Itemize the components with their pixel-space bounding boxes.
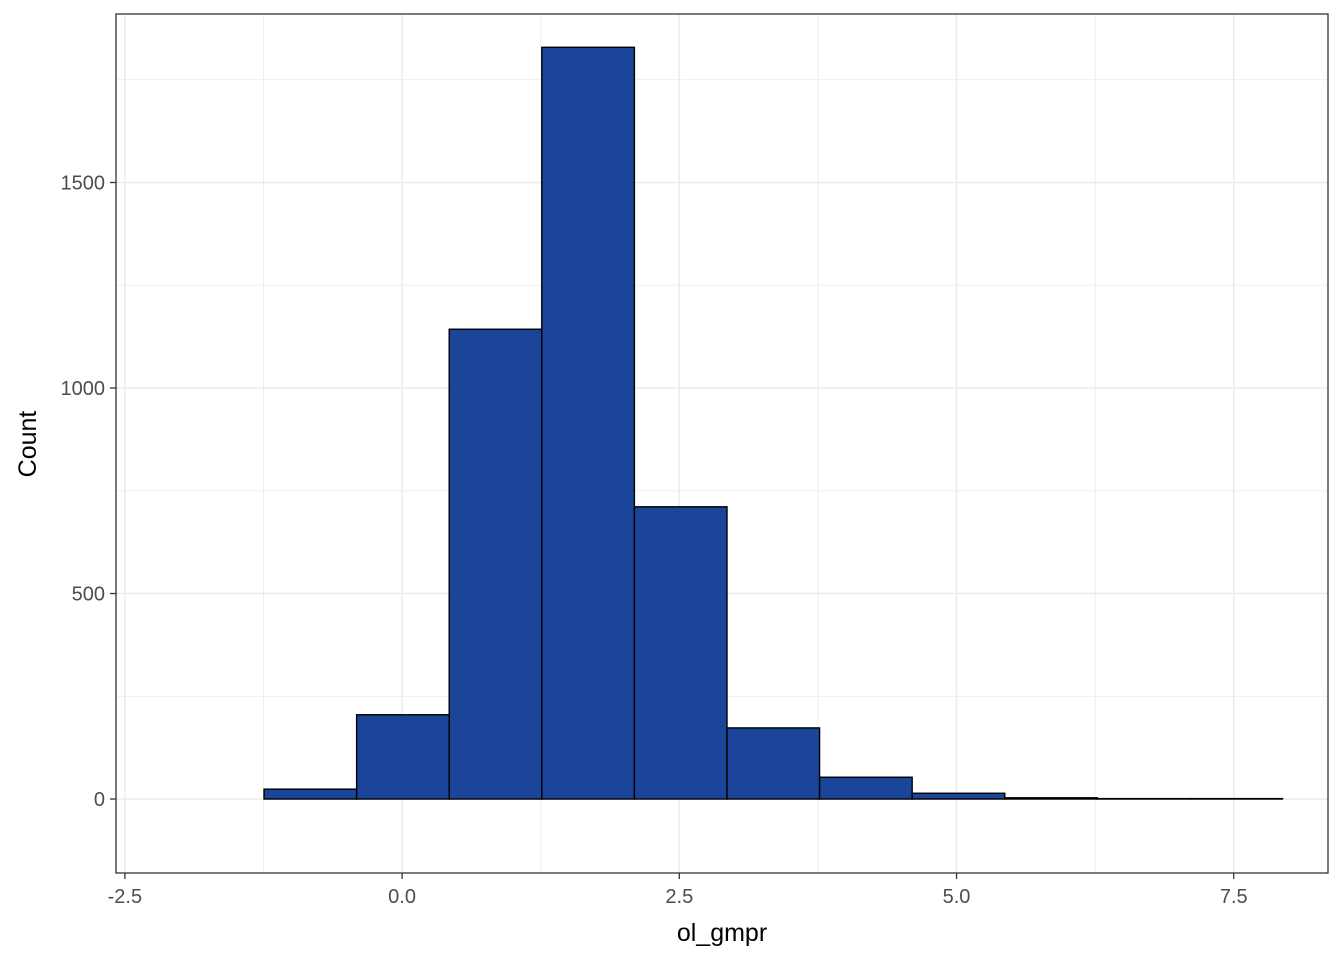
x-tick-label: 0.0 bbox=[388, 886, 416, 908]
histogram-bars bbox=[263, 46, 1284, 800]
x-axis-title: ol_gmpr bbox=[677, 919, 767, 947]
histogram-bar-4 bbox=[541, 46, 636, 800]
histogram-bar-3 bbox=[448, 328, 543, 800]
y-axis-title: Count bbox=[14, 411, 42, 478]
x-axis-ticks: -2.5 0.0 2.5 5.0 7.5 bbox=[108, 873, 1248, 908]
histogram-bar-1 bbox=[263, 788, 358, 800]
histogram-bar-7 bbox=[818, 776, 913, 800]
y-tick-label: 0 bbox=[94, 789, 105, 811]
x-tick-label: -2.5 bbox=[108, 886, 142, 908]
histogram-bar-6 bbox=[726, 727, 821, 800]
histogram-bar-5 bbox=[633, 506, 728, 800]
x-tick-label: 2.5 bbox=[665, 886, 693, 908]
panel-border bbox=[115, 13, 1329, 874]
y-tick-label: 500 bbox=[72, 584, 105, 606]
y-tick-label: 1000 bbox=[61, 378, 106, 400]
x-tick-label: 5.0 bbox=[943, 886, 971, 908]
histogram-bar-2 bbox=[355, 714, 450, 800]
histogram-bar-9 bbox=[1004, 797, 1099, 800]
x-tick-label: 7.5 bbox=[1220, 886, 1248, 908]
y-axis-ticks: 0 500 1000 1500 bbox=[61, 173, 116, 811]
y-tick-label: 1500 bbox=[61, 173, 106, 195]
histogram-bar-8 bbox=[911, 792, 1006, 800]
